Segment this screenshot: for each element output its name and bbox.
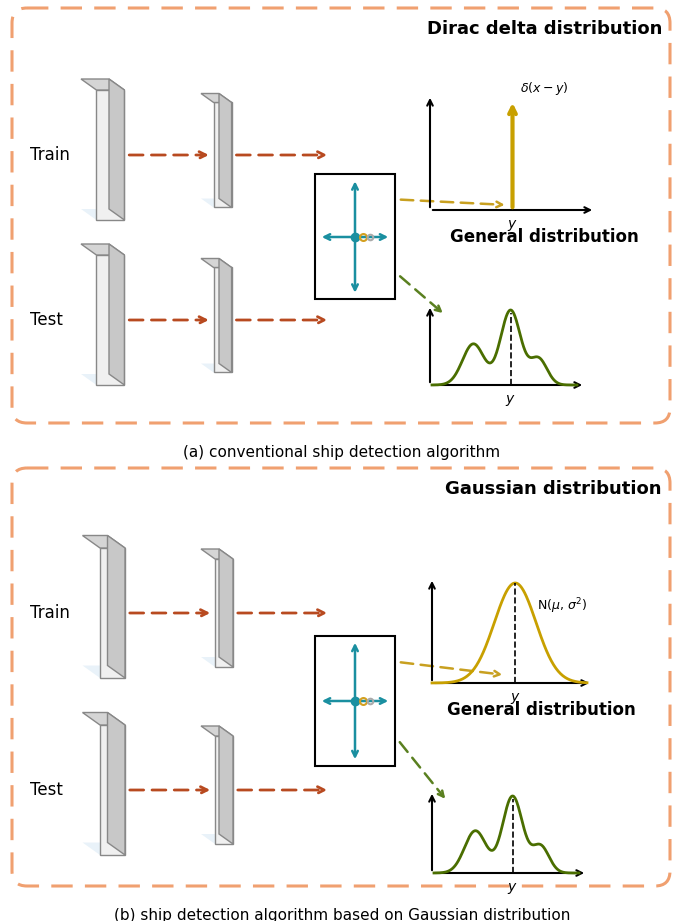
- Bar: [315, 636, 395, 766]
- Text: General distribution: General distribution: [447, 701, 636, 719]
- Polygon shape: [214, 181, 232, 207]
- Polygon shape: [215, 817, 233, 844]
- Polygon shape: [201, 657, 233, 667]
- Polygon shape: [81, 79, 125, 90]
- Bar: [315, 174, 395, 299]
- Text: Train: Train: [30, 146, 70, 164]
- Text: $y$: $y$: [507, 881, 518, 896]
- Polygon shape: [201, 94, 232, 102]
- Polygon shape: [97, 255, 125, 385]
- Polygon shape: [215, 640, 233, 667]
- Polygon shape: [108, 535, 125, 678]
- Text: N($\mu$, $\sigma^2$): N($\mu$, $\sigma^2$): [536, 596, 587, 615]
- Polygon shape: [82, 666, 125, 678]
- Polygon shape: [82, 843, 125, 855]
- Polygon shape: [201, 549, 233, 559]
- Polygon shape: [201, 259, 232, 267]
- Text: Gaussian distribution: Gaussian distribution: [445, 480, 662, 498]
- Polygon shape: [97, 353, 125, 385]
- Polygon shape: [201, 364, 232, 372]
- Polygon shape: [201, 726, 233, 736]
- Polygon shape: [219, 94, 232, 207]
- Text: Dirac delta distribution: Dirac delta distribution: [427, 20, 662, 38]
- Polygon shape: [100, 548, 125, 678]
- Polygon shape: [201, 199, 232, 207]
- Polygon shape: [97, 188, 125, 220]
- Polygon shape: [82, 535, 125, 548]
- Polygon shape: [100, 822, 125, 855]
- Text: (b) ship detection algorithm based on Gaussian distribution: (b) ship detection algorithm based on Ga…: [114, 908, 570, 921]
- Polygon shape: [219, 726, 233, 844]
- Polygon shape: [109, 244, 125, 385]
- Polygon shape: [215, 736, 233, 844]
- Polygon shape: [214, 102, 232, 207]
- Text: Train: Train: [30, 604, 70, 622]
- Text: General distribution: General distribution: [450, 228, 638, 246]
- Polygon shape: [219, 259, 232, 372]
- Text: $\delta(x-y)$: $\delta(x-y)$: [521, 80, 569, 97]
- Polygon shape: [109, 79, 125, 220]
- Text: $y$: $y$: [507, 218, 518, 233]
- Polygon shape: [100, 725, 125, 855]
- Polygon shape: [81, 374, 125, 385]
- Polygon shape: [214, 267, 232, 372]
- Polygon shape: [201, 834, 233, 844]
- Polygon shape: [82, 713, 125, 725]
- Polygon shape: [215, 559, 233, 667]
- Text: $y$: $y$: [510, 691, 521, 706]
- Polygon shape: [214, 346, 232, 372]
- Polygon shape: [81, 244, 125, 255]
- Polygon shape: [100, 646, 125, 678]
- Polygon shape: [219, 549, 233, 667]
- Text: Test: Test: [30, 311, 63, 329]
- Text: (a) conventional ship detection algorithm: (a) conventional ship detection algorith…: [184, 445, 501, 460]
- Polygon shape: [81, 209, 125, 220]
- Polygon shape: [108, 713, 125, 855]
- Text: Test: Test: [30, 781, 63, 799]
- Polygon shape: [97, 90, 125, 220]
- Text: $y$: $y$: [506, 393, 516, 408]
